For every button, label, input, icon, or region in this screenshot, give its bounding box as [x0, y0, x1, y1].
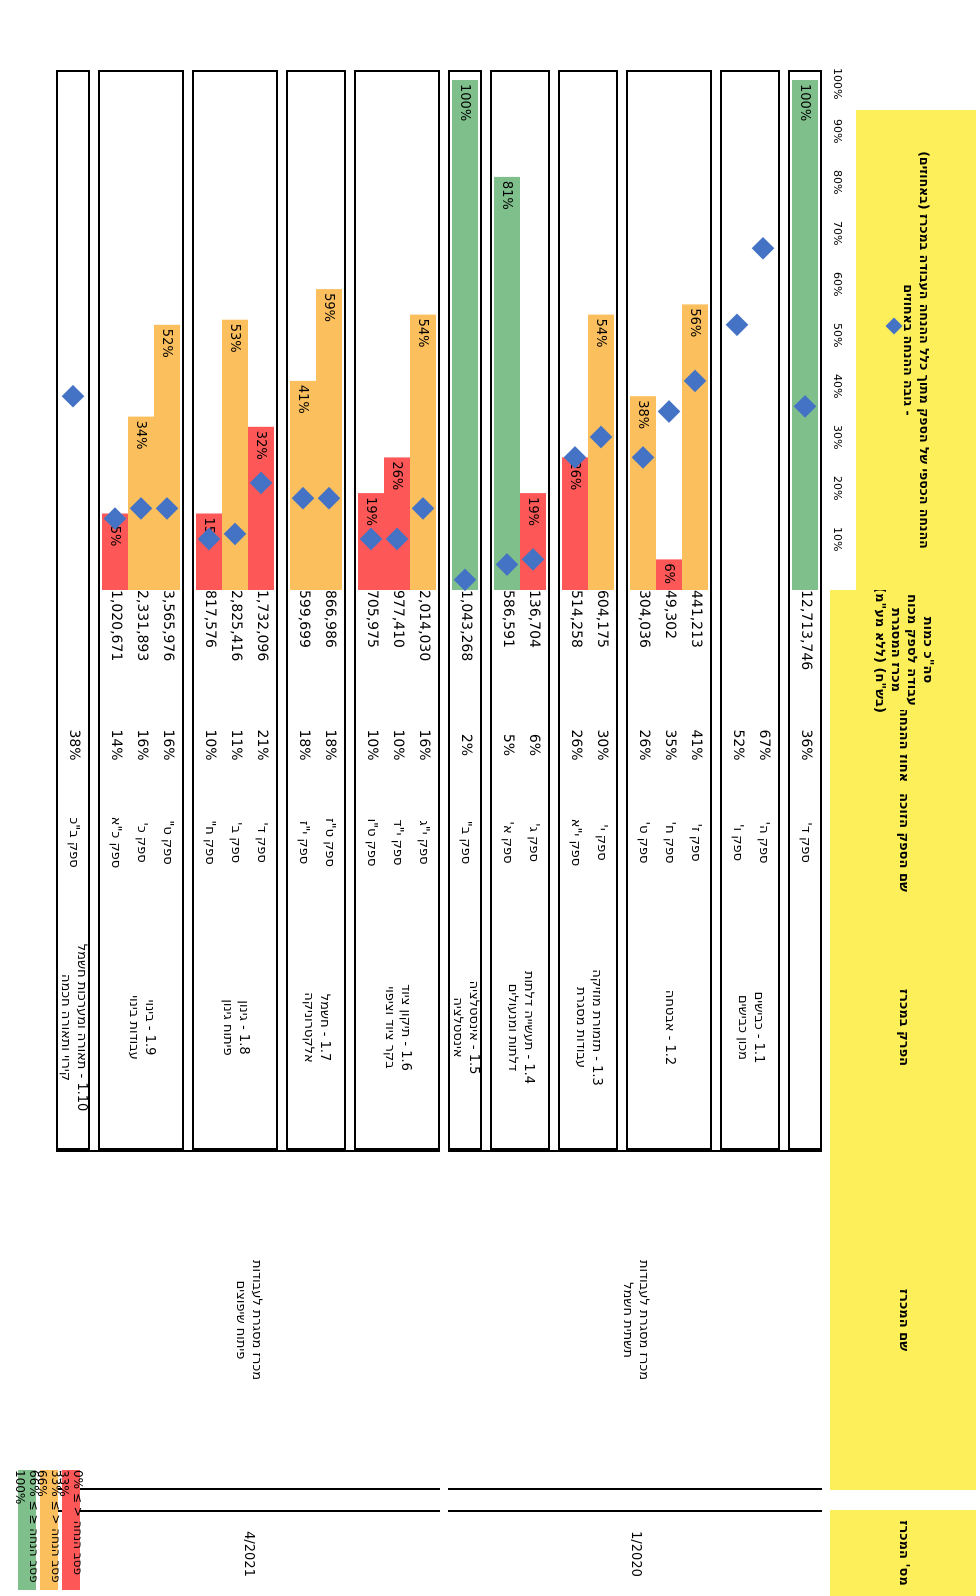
bar-data-label: 26% — [567, 461, 582, 490]
discount-bar — [154, 324, 180, 590]
discount-marker — [411, 497, 435, 520]
discount-bar — [682, 304, 708, 590]
discount-marker — [751, 236, 775, 260]
discount-marker — [657, 400, 681, 423]
discount-bar — [656, 559, 682, 591]
discount-marker — [495, 553, 519, 576]
discount-bar — [520, 493, 546, 591]
bar-data-label: 100% — [457, 84, 472, 121]
discount-bar — [588, 314, 614, 590]
bar-data-label: 54% — [593, 319, 608, 348]
discount-marker — [521, 548, 545, 571]
discount-marker — [317, 486, 341, 510]
discount-marker — [359, 527, 383, 551]
discount-bar — [384, 457, 410, 590]
discount-bar — [316, 289, 342, 590]
bar-data-label: 100% — [797, 84, 812, 121]
bar-data-label: 41% — [295, 385, 310, 414]
discount-bar — [196, 513, 222, 590]
discount-marker — [249, 471, 273, 495]
bar-data-label: 53% — [227, 324, 242, 353]
x-tick-label: 10% — [831, 527, 844, 551]
bar-data-label: 59% — [321, 293, 336, 322]
bar-data-label: 26% — [389, 461, 404, 490]
x-tick-label: 60% — [831, 272, 844, 296]
bar-data-label: 19% — [363, 497, 378, 526]
discount-marker — [453, 568, 477, 592]
discount-marker — [197, 527, 221, 551]
bar-data-label: 56% — [687, 308, 702, 337]
discount-bar — [792, 80, 818, 590]
discount-bar — [102, 513, 128, 590]
discount-bar — [630, 396, 656, 591]
discount-marker — [683, 369, 707, 393]
discount-bar — [410, 314, 436, 590]
x-tick-label: 100% — [831, 68, 844, 99]
discount-marker — [631, 446, 655, 469]
discount-marker — [129, 497, 153, 520]
discount-bar — [452, 80, 478, 590]
discount-marker — [563, 446, 587, 469]
discount-marker — [155, 497, 179, 520]
bar-data-label: 32% — [253, 431, 268, 460]
discount-bar — [494, 176, 520, 590]
bar-data-label: 52% — [159, 329, 174, 358]
bar-data-label: 6% — [661, 563, 676, 584]
header-marker-legend — [885, 317, 903, 335]
x-tick-label: 20% — [831, 476, 844, 500]
x-tick-label: 80% — [831, 170, 844, 194]
discount-bar — [248, 426, 274, 590]
bar-data-label: 38% — [635, 400, 650, 429]
discount-bar — [290, 380, 316, 590]
bar-data-label: 54% — [415, 319, 430, 348]
discount-marker — [291, 486, 315, 510]
bar-data-label: 19% — [525, 497, 540, 526]
discount-marker — [725, 313, 749, 337]
x-tick-label: 70% — [831, 221, 844, 245]
discount-marker — [385, 527, 409, 551]
x-tick-label: 30% — [831, 425, 844, 449]
discount-marker — [589, 425, 613, 449]
bar-data-label: 34% — [133, 421, 148, 450]
discount-marker — [61, 384, 85, 408]
bar-data-label: 81% — [499, 181, 514, 210]
x-tick-label: 40% — [831, 374, 844, 398]
discount-marker — [223, 522, 247, 546]
discount-bar — [222, 319, 248, 590]
x-tick-label: 90% — [831, 119, 844, 143]
discount-bar — [562, 457, 588, 590]
x-tick-label: 50% — [831, 323, 844, 347]
